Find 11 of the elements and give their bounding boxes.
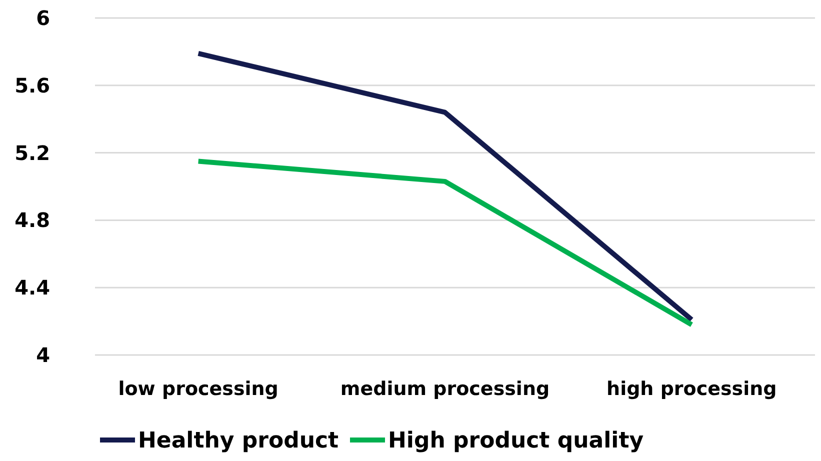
x-tick-label: high processing [606,378,777,400]
y-tick-label: 4 [36,343,50,367]
y-tick-label: 4.4 [14,276,50,300]
y-tick-label: 5.6 [14,73,50,98]
y-tick-label: 6 [36,6,50,30]
y-tick-label: 4.8 [14,208,50,232]
y-tick-label: 5.2 [14,140,50,165]
legend-label: High product quality [388,428,644,454]
legend-label: Healthy product [138,428,340,454]
x-tick-label: low processing [118,378,278,400]
x-tick-label: medium processing [340,378,550,400]
